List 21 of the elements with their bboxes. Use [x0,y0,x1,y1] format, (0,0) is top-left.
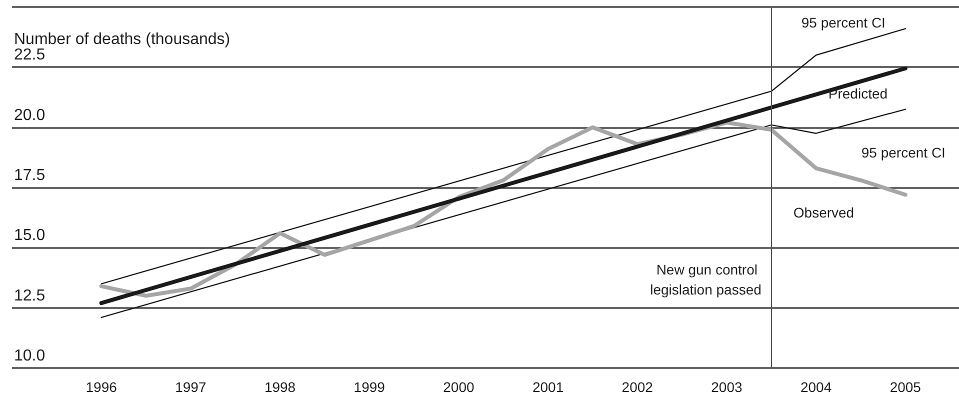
y-tick-label: 15.0 [14,227,46,244]
x-tick-label: 2002 [622,379,654,395]
x-tick-label: 2001 [532,379,564,395]
y-axis-title: Number of deaths (thousands) [14,30,230,48]
ref-line-label: New gun control legislation passed [650,261,762,298]
series-label: Observed [793,204,854,221]
y-tick-label: 12.5 [14,287,46,304]
x-tick-label: 1999 [354,379,386,395]
x-tick-label: 2000 [443,379,474,395]
x-tick-label: 1997 [175,379,206,395]
y-tick-label: 17.5 [14,167,46,184]
series-label: 95 percent CI [861,144,946,160]
x-tick-label: 1996 [86,379,118,395]
y-tick-label: 22.5 [14,46,46,64]
x-tick-label: 2005 [890,379,922,395]
series-label: 95 percent CI [801,14,886,31]
x-tick-label: 2003 [711,379,742,395]
x-tick-label: 2004 [800,379,832,395]
x-tick-label: 1998 [264,379,296,395]
y-tick-label: 20.0 [14,106,46,124]
y-tick-label: 10.0 [14,348,46,364]
